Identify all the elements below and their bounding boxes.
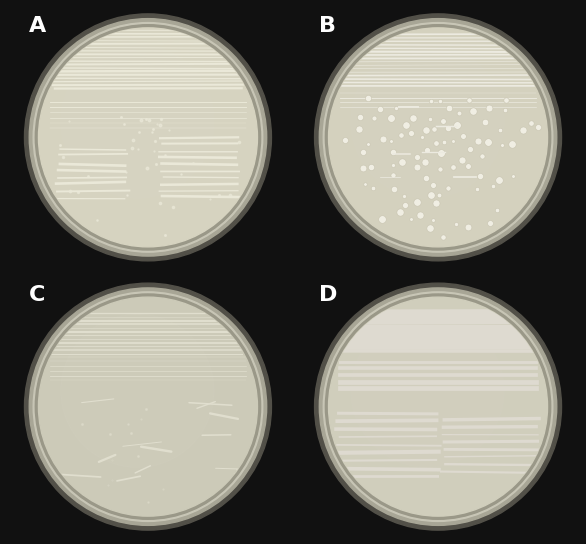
Circle shape bbox=[39, 28, 257, 247]
Text: A: A bbox=[29, 16, 46, 36]
Circle shape bbox=[39, 297, 257, 516]
Text: B: B bbox=[319, 16, 336, 36]
Circle shape bbox=[315, 283, 561, 530]
Circle shape bbox=[325, 24, 551, 250]
Circle shape bbox=[319, 18, 557, 256]
Circle shape bbox=[25, 283, 271, 530]
Circle shape bbox=[61, 314, 214, 467]
Circle shape bbox=[323, 292, 553, 521]
Circle shape bbox=[33, 23, 263, 252]
Circle shape bbox=[61, 45, 214, 198]
Text: C: C bbox=[29, 285, 46, 305]
Circle shape bbox=[319, 288, 557, 526]
Circle shape bbox=[351, 45, 504, 198]
Circle shape bbox=[323, 23, 553, 252]
Circle shape bbox=[351, 314, 504, 467]
Circle shape bbox=[33, 292, 263, 521]
Circle shape bbox=[35, 294, 261, 520]
Circle shape bbox=[315, 14, 561, 261]
Circle shape bbox=[29, 18, 267, 256]
Circle shape bbox=[325, 294, 551, 520]
Circle shape bbox=[329, 297, 547, 516]
Text: D: D bbox=[319, 285, 338, 305]
Circle shape bbox=[29, 288, 267, 526]
Circle shape bbox=[25, 14, 271, 261]
Circle shape bbox=[329, 28, 547, 247]
Circle shape bbox=[35, 24, 261, 250]
